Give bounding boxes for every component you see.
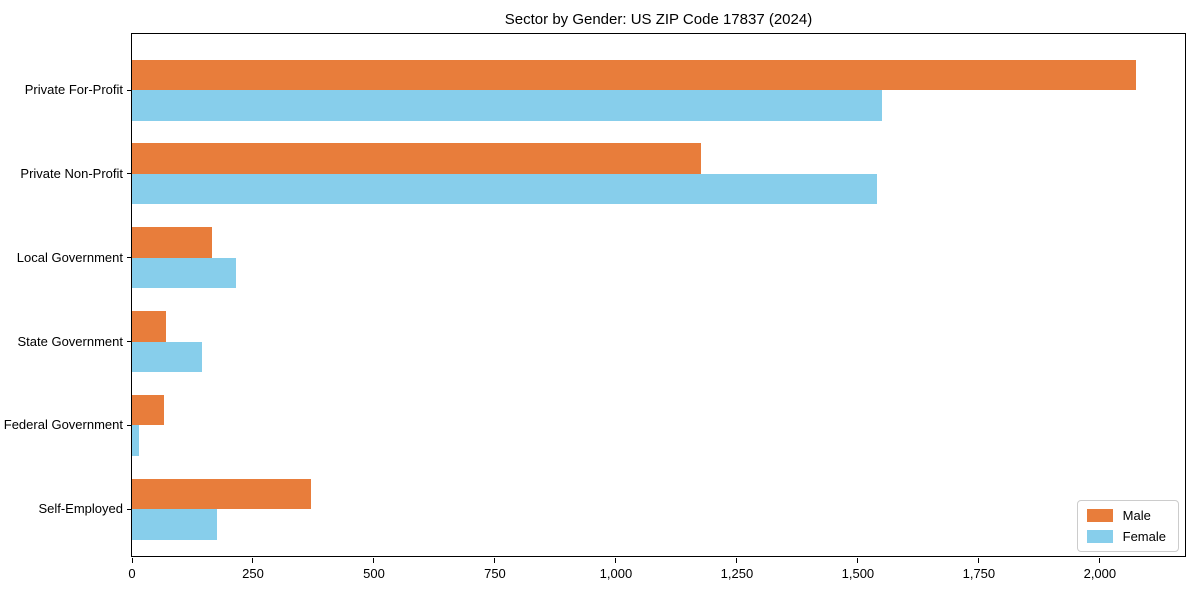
bar-female-private-for-profit bbox=[132, 90, 883, 121]
x-tick-label-500: 500 bbox=[363, 566, 385, 581]
y-tick-label-state-government: State Government bbox=[17, 333, 124, 349]
plot-area: Male Female Private For-Profit Private No… bbox=[4, 33, 1186, 581]
y-tick-mark bbox=[127, 424, 132, 426]
bar-male-private-for-profit bbox=[132, 59, 1137, 90]
bar-male-self-employed bbox=[132, 478, 312, 510]
x-tick-label-1000: 1,000 bbox=[599, 566, 633, 581]
x-tick-mark bbox=[857, 558, 859, 563]
y-tick-mark bbox=[127, 341, 132, 343]
y-tick-label-federal-government: Federal Government bbox=[3, 417, 123, 433]
bar-female-private-non-profit bbox=[132, 173, 878, 205]
bar-female-self-employed bbox=[132, 509, 217, 540]
y-tick-label-private-for-profit: Private For-Profit bbox=[24, 82, 123, 97]
legend-item-female: Female bbox=[1086, 529, 1166, 544]
bar-male-federal-government bbox=[132, 394, 164, 426]
x-tick-mark bbox=[131, 558, 133, 563]
y-tick-label-local-government: Local Government bbox=[16, 249, 123, 265]
x-tick-label-1750: 1,750 bbox=[962, 566, 996, 581]
chart-title: Sector by Gender: US ZIP Code 17837 (202… bbox=[504, 11, 813, 28]
x-tick-label-0: 0 bbox=[128, 566, 136, 581]
x-tick-mark bbox=[252, 558, 254, 563]
female-swatch-icon bbox=[1086, 530, 1113, 543]
x-tick-label-2000: 2,000 bbox=[1083, 566, 1117, 581]
x-tick-mark bbox=[494, 558, 496, 563]
y-tick-mark bbox=[127, 508, 132, 510]
bar-male-state-government bbox=[132, 311, 166, 342]
legend-label-male: Male bbox=[1122, 508, 1151, 523]
y-tick-mark bbox=[127, 173, 132, 175]
x-tick-mark bbox=[373, 558, 375, 563]
x-tick-label-1250: 1,250 bbox=[720, 566, 754, 581]
y-tick-label-private-non-profit: Private Non-Profit bbox=[20, 165, 123, 181]
x-tick-label-1500: 1,500 bbox=[841, 566, 875, 581]
bar-female-federal-government bbox=[132, 425, 140, 456]
y-tick-mark bbox=[127, 257, 132, 259]
y-tick-mark bbox=[127, 89, 132, 91]
y-tick-label-self-employed: Self-Employed bbox=[38, 501, 123, 517]
bar-female-local-government bbox=[132, 257, 236, 289]
x-tick-mark bbox=[1099, 558, 1101, 563]
x-tick-mark bbox=[615, 558, 617, 563]
x-tick-mark bbox=[978, 558, 980, 563]
bar-male-private-non-profit bbox=[132, 143, 701, 174]
x-tick-label-750: 750 bbox=[484, 566, 506, 581]
legend-item-male: Male bbox=[1086, 508, 1166, 523]
legend: Male Female bbox=[1076, 500, 1179, 552]
bar-female-state-government bbox=[132, 341, 203, 373]
male-swatch-icon bbox=[1086, 509, 1113, 522]
legend-label-female: Female bbox=[1122, 529, 1166, 544]
bar-male-local-government bbox=[132, 227, 212, 258]
x-tick-mark bbox=[736, 558, 738, 563]
x-tick-label-250: 250 bbox=[242, 566, 264, 581]
